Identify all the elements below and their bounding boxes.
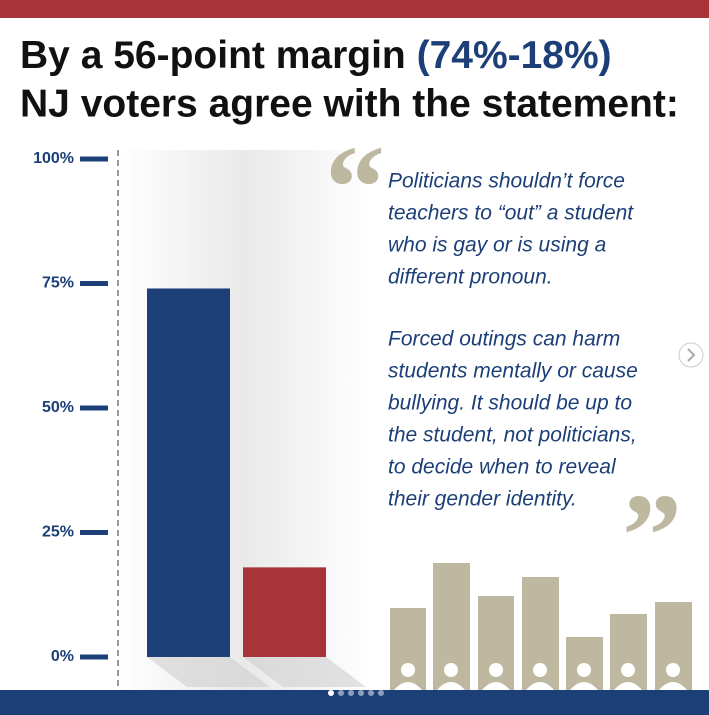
quote-line: the student, not politicians, <box>388 424 637 447</box>
people-icons <box>394 663 687 690</box>
y-tick-mark <box>80 281 108 286</box>
quote-line: to decide when to reveal <box>388 456 617 479</box>
quote-line: students mentally or cause <box>388 360 638 383</box>
quote-line: their gender identity. <box>388 488 577 511</box>
bar-shadow <box>147 657 270 687</box>
top-band <box>0 0 709 18</box>
chart-title-line2: NJ voters agree with the statement: <box>20 82 679 125</box>
next-button[interactable] <box>678 342 704 368</box>
quote-line: who is gay or is using a <box>388 234 606 257</box>
bar-shadow <box>243 657 366 687</box>
bottom-band <box>0 690 709 715</box>
quote-line: Politicians shouldn’t force <box>388 170 625 193</box>
y-tick-label: 25% <box>42 524 74 541</box>
close-quote: ” <box>622 469 682 602</box>
carousel-dots[interactable] <box>328 690 384 696</box>
bar <box>147 288 230 657</box>
quote-line: Forced outings can harm <box>388 328 620 351</box>
title-lead: By a 56-point margin <box>20 34 406 77</box>
y-tick-label: 100% <box>33 150 74 167</box>
y-tick-mark <box>80 654 108 660</box>
open-quote: “ <box>325 121 385 254</box>
title-highlight: (74%-18%) <box>417 34 612 77</box>
y-tick-label: 50% <box>42 399 74 416</box>
y-tick-mark <box>80 156 108 162</box>
y-tick-mark <box>80 530 108 535</box>
quote-line: bullying. It should be up to <box>388 392 632 415</box>
quote-line: different pronoun. <box>388 266 553 289</box>
quote-line: teachers to “out” a student <box>388 202 634 225</box>
chart-title: By a 56-point margin (74%-18%) <box>20 34 612 77</box>
y-tick-label: 75% <box>42 275 74 292</box>
bar <box>243 567 326 657</box>
decoration <box>390 563 692 690</box>
y-tick-label: 0% <box>51 648 74 665</box>
y-tick-mark <box>80 405 108 411</box>
